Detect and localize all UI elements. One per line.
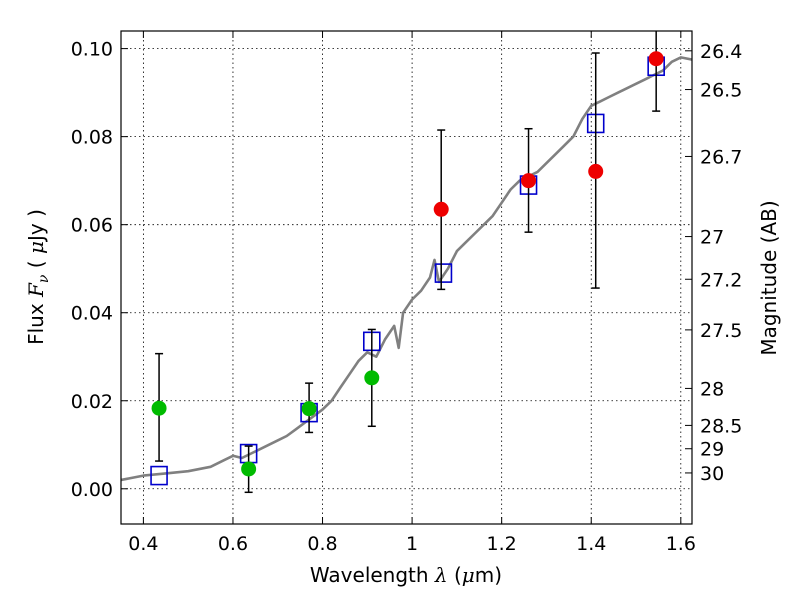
- series-layer: [121, 31, 692, 494]
- y-tick-label: 0.08: [71, 127, 113, 149]
- red-data-point: [588, 163, 604, 179]
- x-axis-label: Wavelength λ (μm): [310, 563, 502, 587]
- red-data-point: [521, 173, 537, 189]
- magnitude-tick-label: 26.7: [700, 146, 742, 168]
- y-tick-label: 0.10: [71, 39, 113, 61]
- red-data-point: [648, 51, 664, 67]
- x-tick-label: 0.6: [218, 533, 248, 555]
- magnitude-tick-label: 30: [700, 463, 724, 485]
- plot-frame: [120, 30, 693, 525]
- x-tick-label: 0.8: [307, 533, 337, 555]
- y-tick-label: 0.06: [71, 215, 113, 237]
- model-band-square: [150, 465, 168, 486]
- y-axis-label: Flux Fν ( μJy ): [24, 209, 52, 345]
- plot-background: [121, 31, 692, 524]
- x-tick-label: 1.6: [666, 533, 696, 555]
- magnitude-tick-label: 27: [700, 227, 724, 249]
- green-data-point: [301, 401, 317, 417]
- green-data-point: [241, 461, 257, 477]
- red-data-point: [433, 201, 449, 217]
- y-tick-label: 0.00: [71, 479, 113, 501]
- green-data-point: [151, 400, 167, 416]
- magnitude-axis-label: Magnitude (AB): [757, 200, 781, 355]
- ticks: 0.4 0.6 0.8 1 1.2 1.4 1.6 0.00 0.02 0.04 0.06 0.08 0…: [71, 31, 742, 555]
- magnitude-tick-label: 27.2: [700, 269, 742, 291]
- y-tick-label: 0.02: [71, 391, 113, 413]
- gridlines: [121, 31, 692, 524]
- model-band-square: [434, 263, 453, 283]
- green-data-point: [364, 370, 380, 386]
- magnitude-tick-label: 28: [700, 378, 724, 400]
- x-tick-label: 1.4: [576, 533, 606, 555]
- x-tick-label: 0.4: [128, 533, 158, 555]
- y-tick-label: 0.04: [71, 303, 113, 325]
- x-tick-label: 1: [406, 533, 418, 555]
- magnitude-tick-label: 26.5: [700, 80, 742, 102]
- magnitude-tick-label: 29: [700, 439, 724, 461]
- model-spectrum-line: [121, 56, 692, 482]
- magnitude-tick-label: 27.5: [700, 320, 742, 342]
- x-tick-label: 1.2: [487, 533, 517, 555]
- magnitude-tick-label: 28.5: [700, 415, 742, 437]
- magnitude-tick-label: 26.4: [700, 41, 742, 63]
